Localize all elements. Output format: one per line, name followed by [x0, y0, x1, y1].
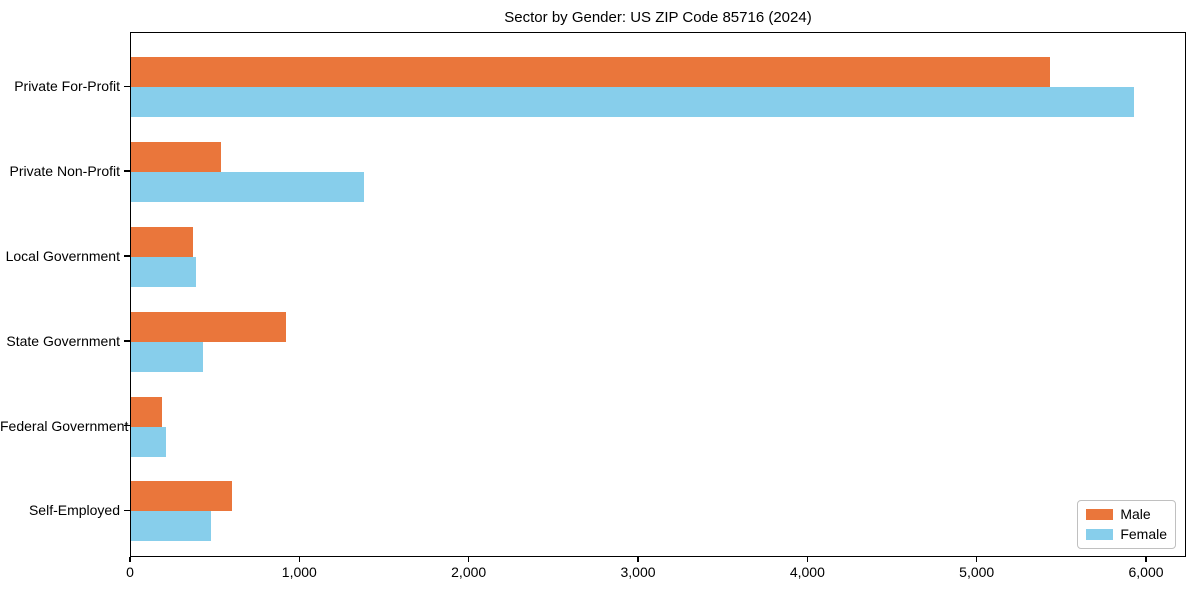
- x-tick-mark-0: [129, 557, 131, 562]
- y-tick-mark-private-for-profit: [124, 85, 130, 88]
- x-tick-label-4000: 4,000: [789, 564, 825, 580]
- y-tick-label-private-for-profit: Private For-Profit: [14, 78, 120, 95]
- y-tick-label-private-non-profit: Private Non-Profit: [9, 163, 120, 180]
- y-tick-label-local-government: Local Government: [5, 248, 120, 264]
- x-tick-label-2000: 2,000: [451, 564, 487, 580]
- bar-group-federal-government: [131, 384, 1185, 469]
- x-tick-label-3000: 3,000: [620, 564, 656, 580]
- female-swatch-icon: [1086, 529, 1114, 540]
- female-bar-federal-government: [131, 426, 166, 457]
- y-tick-mark-state-government: [124, 340, 130, 342]
- x-tick-label-1000: 1,000: [281, 564, 317, 580]
- x-tick-mark-1000: [298, 557, 301, 562]
- female-bar-private-for-profit: [131, 87, 1135, 118]
- bar-group-private-non-profit: [131, 130, 1185, 215]
- male-bar-private-non-profit: [131, 142, 222, 173]
- plot-area: Male Female: [130, 32, 1186, 557]
- legend-label-male: Male: [1120, 506, 1151, 522]
- legend-label-female: Female: [1120, 526, 1167, 542]
- legend-item-female: Female: [1086, 527, 1167, 542]
- male-bar-federal-government: [131, 396, 163, 427]
- male-bar-local-government: [131, 226, 193, 257]
- x-tick-label-5000: 5,000: [959, 564, 995, 580]
- y-tick-mark-private-non-profit: [124, 170, 130, 172]
- legend-item-male: Male: [1086, 507, 1167, 522]
- y-tick-mark-federal-government: [124, 424, 130, 427]
- y-tick-label-state-government: State Government: [6, 332, 120, 349]
- bar-group-private-for-profit: [131, 45, 1185, 130]
- x-tick-mark-5000: [975, 557, 978, 562]
- male-swatch-icon: [1086, 509, 1114, 520]
- bar-group-state-government: [131, 299, 1185, 384]
- female-bar-state-government: [131, 341, 203, 372]
- female-bar-local-government: [131, 256, 197, 287]
- chart-title: Sector by Gender: US ZIP Code 85716 (202…: [504, 9, 812, 26]
- x-tick-label-6000: 6,000: [1128, 564, 1164, 580]
- x-tick-mark-2000: [467, 557, 470, 562]
- y-tick-label-federal-government: Federal Government: [0, 417, 129, 434]
- legend: Male Female: [1077, 500, 1176, 549]
- x-tick-label-0: 0: [126, 564, 134, 580]
- male-bar-private-for-profit: [131, 57, 1051, 88]
- female-bar-private-non-profit: [131, 172, 365, 203]
- female-bar-self-employed: [131, 511, 212, 542]
- bars-container: [131, 33, 1185, 556]
- x-tick-mark-6000: [1145, 557, 1147, 562]
- x-tick-mark-4000: [806, 557, 809, 562]
- y-tick-mark-local-government: [124, 255, 130, 257]
- male-bar-self-employed: [131, 481, 233, 512]
- y-tick-label-self-employed: Self-Employed: [28, 502, 120, 519]
- male-bar-state-government: [131, 311, 287, 342]
- x-tick-mark-3000: [637, 557, 639, 562]
- bar-group-self-employed: [131, 469, 1185, 554]
- bar-group-local-government: [131, 215, 1185, 300]
- y-tick-mark-self-employed: [124, 509, 130, 512]
